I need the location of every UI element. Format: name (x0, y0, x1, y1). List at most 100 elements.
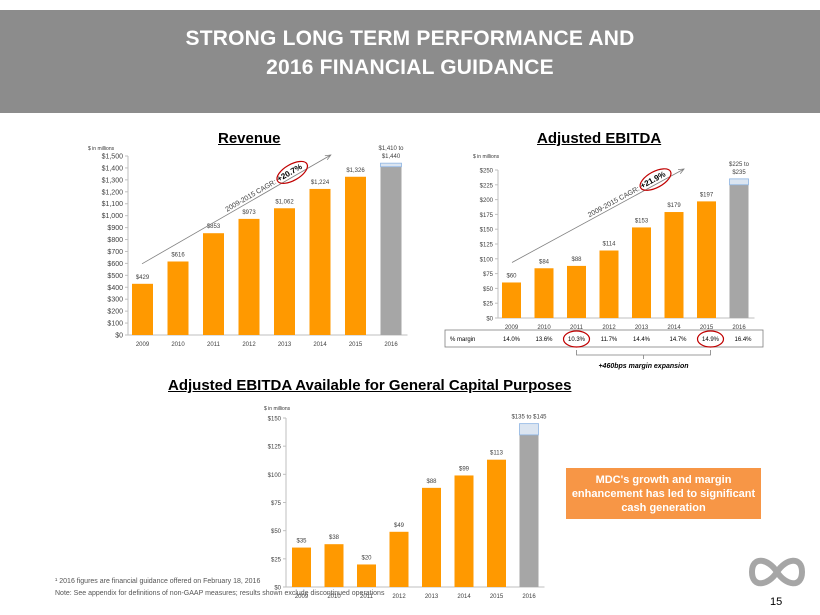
y-tick-label: $1,100 (102, 201, 124, 208)
margin-value-2012: 11.7% (601, 337, 618, 343)
cagr-highlight-circle (639, 168, 672, 191)
x-tick-label-2013: 2013 (278, 342, 292, 348)
bar-2014 (664, 212, 684, 318)
page-title: STRONG LONG TERM PERFORMANCE AND 2016 FI… (0, 24, 820, 82)
y-tick-label: $225 (480, 183, 494, 189)
capital-chart-title: Adjusted EBITDA Available for General Ca… (168, 377, 572, 394)
y-tick-label: $400 (107, 285, 123, 292)
data-label-2010: $84 (539, 259, 550, 265)
unit-label: $ in millions (473, 154, 500, 160)
data-label-2012: $114 (603, 242, 617, 248)
y-tick-label: $100 (480, 257, 494, 263)
data-label-2013: $88 (426, 479, 437, 485)
y-tick-label: $0 (486, 317, 493, 323)
bar-2011 (567, 265, 586, 318)
cagr-arrow-line (511, 168, 685, 263)
page-title-line-1: STRONG LONG TERM PERFORMANCE AND (185, 27, 635, 50)
y-tick-label: $150 (480, 228, 494, 234)
x-tick-label-2009: 2009 (295, 594, 309, 600)
cagr-label: 2009-2015 CAGR: (587, 185, 641, 219)
margin-value-2014: 14.7% (669, 337, 687, 343)
y-tick-label: $1,200 (102, 189, 124, 196)
y-tick-label: $50 (271, 529, 282, 535)
bar-2012 (599, 250, 619, 318)
data-label-2013: $153 (635, 218, 649, 224)
x-tick-label-2010: 2010 (537, 325, 551, 331)
x-tick-label-2015: 2015 (700, 325, 714, 331)
bar-2013 (422, 487, 441, 587)
unit-label: $ in millions (88, 146, 115, 152)
y-tick-label: $150 (268, 417, 282, 423)
data-label-2011: $88 (571, 257, 582, 263)
data-label-2016-high: $235 (732, 170, 746, 176)
y-tick-label: $1,300 (102, 177, 124, 184)
y-tick-label: $175 (480, 213, 494, 219)
bar-2015 (487, 459, 506, 587)
x-tick-label-2013: 2013 (635, 325, 649, 331)
x-tick-label-2013: 2013 (425, 594, 439, 600)
data-label-2014: $99 (459, 466, 470, 472)
data-label-2014: $179 (667, 203, 681, 209)
x-tick-label-2015: 2015 (490, 594, 504, 600)
x-tick-label-2011: 2011 (570, 325, 584, 331)
page-number: 15 (770, 596, 783, 608)
margin-bracket (576, 350, 711, 356)
bar-2016 (519, 434, 539, 587)
y-tick-label: $125 (268, 445, 282, 451)
x-tick-label-2011: 2011 (207, 342, 221, 348)
margin-value-2015: 14.9% (702, 337, 720, 343)
guidance-range-2016 (519, 423, 539, 436)
cagr-arrow-line (141, 154, 331, 265)
bar-2010 (324, 544, 344, 587)
margin-highlight-circle-2011 (562, 330, 591, 348)
footnote-guidance: ¹ 2016 figures are financial guidance of… (55, 578, 261, 585)
margin-expansion-note: +460bps margin expansion (598, 363, 688, 370)
y-tick-label: $800 (107, 237, 123, 244)
y-tick-label: $300 (107, 297, 123, 304)
margin-value-2011: 10.3% (568, 337, 586, 343)
bar-2014 (309, 188, 331, 335)
y-tick-label: $600 (107, 261, 123, 268)
y-tick-label: $75 (483, 272, 494, 278)
data-label-2011: $20 (361, 555, 372, 561)
bar-2012 (238, 218, 260, 335)
x-tick-label-2014: 2014 (667, 325, 681, 331)
cagr-arrow-head (324, 154, 332, 161)
x-tick-label-2014: 2014 (313, 342, 327, 348)
cagr-arrow-head (677, 168, 685, 174)
bar-2011 (357, 564, 376, 587)
y-tick-label: $75 (271, 501, 282, 507)
data-label-2016-low: $1,410 to (378, 146, 404, 152)
y-tick-label: $700 (107, 249, 123, 256)
x-tick-label-2012: 2012 (602, 325, 616, 331)
bar-2011 (203, 233, 224, 335)
y-tick-label: $200 (107, 309, 123, 316)
bar-2009 (502, 282, 521, 318)
cagr-highlight-circle (276, 160, 309, 184)
y-tick-label: $1,500 (102, 154, 124, 161)
x-tick-label-2009: 2009 (505, 325, 519, 331)
y-tick-label: $25 (271, 557, 282, 563)
footnote-note: Note: See appendix for definitions of no… (55, 590, 385, 597)
data-label-2015: $1,326 (346, 168, 365, 174)
y-tick-label: $0 (274, 586, 281, 592)
guidance-range-2016 (729, 178, 749, 186)
y-tick-label: $250 (480, 169, 494, 175)
bar-2016 (380, 166, 402, 335)
bar-2012 (389, 531, 409, 587)
data-label-2014: $1,224 (311, 180, 330, 186)
y-tick-label: $25 (483, 302, 494, 308)
margin-row-box (444, 329, 764, 348)
x-tick-label-2014: 2014 (457, 594, 471, 600)
bar-2016 (729, 184, 749, 318)
header-band (0, 10, 820, 113)
x-tick-label-2012: 2012 (392, 594, 406, 600)
x-tick-label-2010: 2010 (171, 342, 185, 348)
margin-value-2010: 13.6% (535, 337, 553, 343)
x-tick-label-2012: 2012 (242, 342, 256, 348)
data-label-2010: $38 (329, 535, 340, 541)
x-tick-label-2016: 2016 (732, 325, 746, 331)
bar-2013 (632, 227, 651, 318)
bar-2010 (167, 261, 189, 335)
margin-row-label: % margin (450, 337, 475, 343)
